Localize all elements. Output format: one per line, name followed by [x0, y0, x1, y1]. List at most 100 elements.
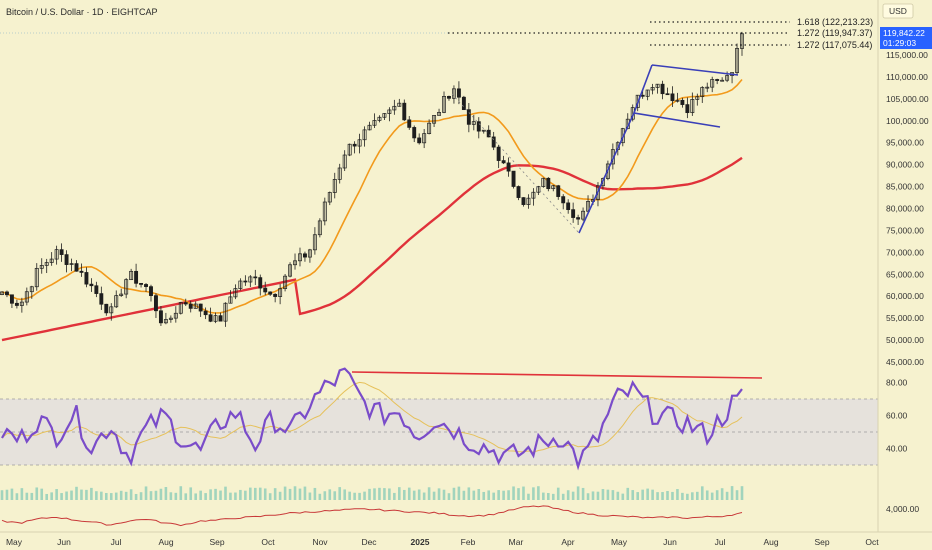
- volume-bar: [457, 486, 461, 500]
- volume-bar: [596, 491, 600, 500]
- price-tick-label: 105,000.00: [886, 94, 929, 104]
- volume-bar: [75, 486, 78, 500]
- candle-body: [74, 263, 79, 272]
- volume-bar: [417, 489, 421, 500]
- volume-bar: [60, 493, 63, 500]
- volume-bar: [532, 487, 535, 500]
- rsi-tick-label: 40.00: [886, 444, 908, 454]
- time-tick-label: Mar: [509, 537, 524, 547]
- volume-bar: [104, 493, 108, 500]
- candle-body: [213, 315, 218, 322]
- volume-bar: [100, 491, 103, 500]
- fib-level-label: 1.272 (117,075.44): [797, 40, 872, 50]
- candle-body: [278, 288, 283, 297]
- candle-body: [581, 210, 586, 220]
- time-tick-label: Jun: [57, 537, 71, 547]
- volume-bar: [20, 488, 24, 500]
- candle-body: [720, 79, 725, 82]
- volume-bar: [676, 489, 679, 500]
- candle-body: [397, 102, 402, 107]
- time-tick-label: Nov: [312, 537, 328, 547]
- volume-bar: [606, 489, 610, 500]
- candle-body: [685, 104, 690, 114]
- volume-bar: [65, 491, 68, 500]
- volume-bar: [244, 490, 247, 500]
- price-tick-label: 110,000.00: [886, 72, 928, 82]
- volume-bar: [542, 492, 545, 500]
- currency-button[interactable]: USD: [882, 3, 914, 19]
- volume-bar: [353, 492, 356, 500]
- candle-body: [690, 99, 695, 114]
- volume-bar: [571, 491, 575, 500]
- rsi-panel: 80.00 60.00 40.00: [1, 367, 908, 471]
- candle-body: [382, 113, 387, 118]
- candle-body: [571, 209, 576, 218]
- candle-body: [263, 287, 268, 293]
- candle-body: [665, 93, 670, 96]
- volume-bar: [249, 487, 252, 500]
- candle-body: [268, 291, 273, 295]
- bottom-indicator: 4,000.00: [1, 504, 919, 527]
- candle-body: [561, 196, 566, 204]
- candle-body: [357, 139, 362, 147]
- volume-bar: [333, 491, 337, 500]
- candle-body: [471, 121, 476, 125]
- chart-title: Bitcoin / U.S. Dollar · 1D · EIGHTCAP: [6, 7, 158, 17]
- volume-bar: [700, 486, 704, 500]
- chart-pattern-drawings[interactable]: [451, 64, 739, 234]
- volume-bar: [696, 491, 699, 500]
- trend-line-up: [578, 112, 635, 234]
- volume-bar: [651, 489, 654, 500]
- candle-body: [650, 87, 655, 91]
- volume-bar: [343, 489, 346, 500]
- time-tick-label: Sep: [814, 537, 829, 547]
- volume-bar: [666, 491, 669, 500]
- candle-body: [0, 291, 4, 295]
- volume-bar: [462, 490, 466, 500]
- volume-bar: [313, 487, 317, 500]
- candle-body: [451, 88, 456, 99]
- price-tick-label: 115,000.00: [886, 50, 928, 60]
- volume-bar: [348, 491, 351, 500]
- volume-bar: [452, 487, 456, 500]
- candle-body: [407, 119, 412, 128]
- volume-bar: [402, 489, 406, 500]
- candle-body: [367, 124, 372, 131]
- volume-bar: [725, 491, 729, 500]
- volume-bar: [229, 492, 232, 500]
- price-tick-label: 60,000.00: [886, 291, 924, 301]
- candle-body: [39, 265, 44, 269]
- volume-bar: [422, 492, 426, 500]
- volume-bar: [383, 488, 386, 500]
- candle-body: [715, 79, 720, 81]
- time-tick-label: Apr: [561, 537, 574, 547]
- volume-bar: [199, 490, 202, 500]
- candle-body: [481, 129, 486, 132]
- volume-bar: [641, 489, 644, 500]
- price-tick-label: 55,000.00: [886, 313, 924, 323]
- volume-bar: [308, 492, 312, 500]
- price-axis: 115,000.00 110,000.00 105,000.00 100,000.00…: [886, 50, 929, 367]
- volume-bar: [323, 491, 327, 500]
- volume-bar: [134, 493, 138, 500]
- candle-body: [183, 302, 188, 305]
- volume-bar: [636, 492, 640, 500]
- candle-body: [14, 302, 19, 306]
- volume-bar: [730, 486, 734, 500]
- candle-body: [178, 302, 183, 314]
- volume-bar: [517, 488, 520, 500]
- volume-bar: [467, 487, 471, 500]
- price-tick-label: 65,000.00: [886, 269, 924, 279]
- candle-body: [387, 109, 392, 114]
- fib-levels[interactable]: 1.618 (122,213.23)1.272 (119,947.37) 1.27…: [0, 17, 873, 50]
- volume-bar: [551, 493, 555, 500]
- last-price-badge: 119,842.22 01:29:03: [880, 27, 932, 49]
- candle-body: [655, 83, 660, 88]
- rsi-line: [1, 367, 743, 471]
- volume-bar: [234, 492, 237, 500]
- volume-bar: [224, 486, 227, 500]
- time-tick-label: May: [611, 537, 628, 547]
- candle-body: [158, 310, 163, 324]
- candle-body: [69, 263, 74, 265]
